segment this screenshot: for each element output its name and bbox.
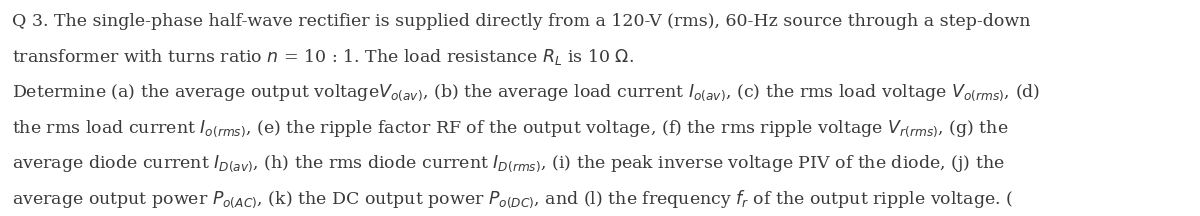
Text: average output power $P_{o(AC)}$, (k) the DC output power $P_{o(DC)}$, and (l) t: average output power $P_{o(AC)}$, (k) th… <box>12 189 1013 210</box>
Text: average diode current $I_{D(av)}$, (h) the rms diode current $I_{D(rms)}$, (i) t: average diode current $I_{D(av)}$, (h) t… <box>12 154 1004 175</box>
Text: transformer with turns ratio $n$ = 10 : 1. The load resistance $R_L$ is 10 $\Ome: transformer with turns ratio $n$ = 10 : … <box>12 47 634 67</box>
Text: Q 3. The single-phase half-wave rectifier is supplied directly from a 120-V (rms: Q 3. The single-phase half-wave rectifie… <box>12 13 1031 30</box>
Text: the rms load current $I_{o(rms)}$, (e) the ripple factor RF of the output voltag: the rms load current $I_{o(rms)}$, (e) t… <box>12 118 1008 139</box>
Text: Determine (a) the average output voltage$V_{o(av)}$, (b) the average load curren: Determine (a) the average output voltage… <box>12 83 1040 103</box>
